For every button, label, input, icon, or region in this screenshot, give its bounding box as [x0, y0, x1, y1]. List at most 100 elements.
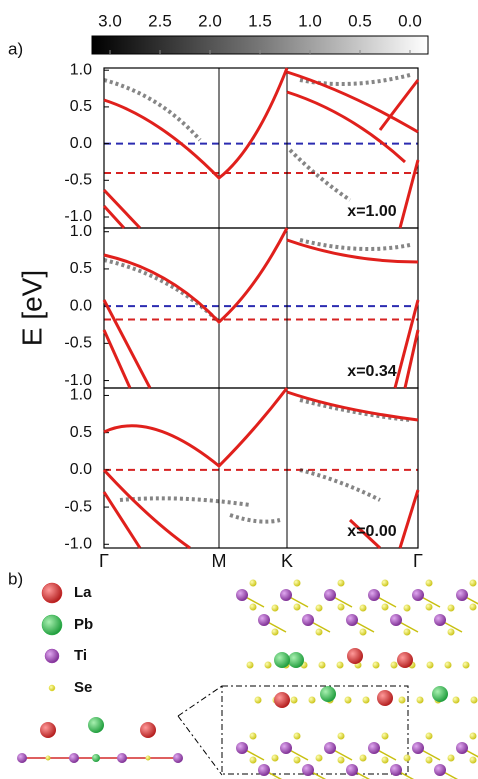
- chain-sketch: [17, 685, 409, 776]
- atom: [315, 754, 323, 762]
- atom: [249, 756, 257, 764]
- atom: [368, 742, 380, 754]
- atom: [403, 754, 411, 762]
- atom: [337, 732, 345, 740]
- y-tick-label: -1.0: [64, 535, 92, 552]
- atom: [381, 603, 389, 611]
- atom: [274, 692, 290, 708]
- k-point-label: Γ: [99, 551, 109, 571]
- atom: [271, 604, 279, 612]
- atom: [398, 696, 406, 704]
- atom: [271, 754, 279, 762]
- atom: [315, 628, 323, 636]
- colorbar-tick-label: 0.5: [348, 11, 372, 30]
- spectral-weight: [103, 73, 411, 524]
- atom: [359, 604, 367, 612]
- band-structure: [102, 67, 420, 550]
- panel-label: a): [8, 39, 23, 58]
- atom: [346, 614, 358, 626]
- y-tick-label: 1.0: [70, 387, 92, 404]
- atom: [447, 604, 455, 612]
- atom: [359, 754, 367, 762]
- atom: [403, 628, 411, 636]
- atom: [347, 648, 363, 664]
- atom: [318, 661, 326, 669]
- atom: [246, 661, 254, 669]
- atom: [315, 604, 323, 612]
- atom: [444, 661, 452, 669]
- y-axis-label: E [eV]: [16, 270, 47, 346]
- atom: [346, 764, 358, 776]
- atom: [447, 754, 455, 762]
- atom: [368, 589, 380, 601]
- atom: [249, 579, 257, 587]
- y-tick-label: 0.0: [70, 297, 92, 314]
- atom: [470, 696, 478, 704]
- atom: [308, 696, 316, 704]
- atom: [337, 756, 345, 764]
- atom: [293, 732, 301, 740]
- atom: [236, 589, 248, 601]
- panel-annotation: x=1.00: [347, 203, 396, 220]
- atom: [381, 732, 389, 740]
- atom: [280, 742, 292, 754]
- legend-marker: [41, 582, 63, 604]
- atom: [293, 579, 301, 587]
- panel-annotation: x=0.34: [347, 363, 396, 380]
- atom: [462, 661, 470, 669]
- atom: [337, 603, 345, 611]
- atom: [324, 589, 336, 601]
- y-tick-label: 0.5: [70, 424, 92, 441]
- atom: [264, 661, 272, 669]
- atom: [432, 686, 448, 702]
- atom: [434, 764, 446, 776]
- atom: [258, 764, 270, 776]
- atom: [377, 690, 393, 706]
- legend-marker: [44, 648, 60, 664]
- atom: [288, 652, 304, 668]
- atom: [447, 628, 455, 636]
- y-tick-label: -1.0: [64, 208, 92, 225]
- colorbar-tick-label: 2.5: [148, 11, 172, 30]
- y-tick-label: 0.5: [70, 98, 92, 115]
- atom: [412, 742, 424, 754]
- y-tick-label: 1.0: [70, 223, 92, 240]
- colorbar-tick-label: 0.0: [398, 11, 422, 30]
- legend-marker: [41, 614, 63, 636]
- atom: [320, 686, 336, 702]
- atom: [290, 696, 298, 704]
- atom: [258, 614, 270, 626]
- atom: [249, 732, 257, 740]
- panel-annotation: x=0.00: [347, 523, 396, 540]
- atom: [236, 742, 248, 754]
- atom: [416, 696, 424, 704]
- atom: [425, 756, 433, 764]
- atom: [324, 742, 336, 754]
- k-point-label: Γ: [413, 551, 423, 571]
- atom: [390, 614, 402, 626]
- atom: [403, 604, 411, 612]
- atom: [456, 742, 468, 754]
- atom: [452, 696, 460, 704]
- atom: [274, 652, 290, 668]
- atom: [425, 732, 433, 740]
- atom: [426, 661, 434, 669]
- y-tick-label: 0.5: [70, 260, 92, 277]
- crystal-structure: [236, 579, 478, 779]
- k-point-label: K: [281, 551, 293, 571]
- atom: [434, 614, 446, 626]
- atom: [372, 661, 380, 669]
- panel-frame: [103, 387, 419, 549]
- atom: [302, 614, 314, 626]
- legend-marker: [48, 684, 56, 692]
- atom: [425, 603, 433, 611]
- legend-label: Se: [74, 679, 92, 696]
- atom: [397, 652, 413, 668]
- y-tick-label: -0.5: [64, 498, 92, 515]
- atom: [469, 579, 477, 587]
- colorbar-tick-label: 2.0: [198, 11, 222, 30]
- atom: [280, 589, 292, 601]
- legend-label: Pb: [74, 616, 93, 633]
